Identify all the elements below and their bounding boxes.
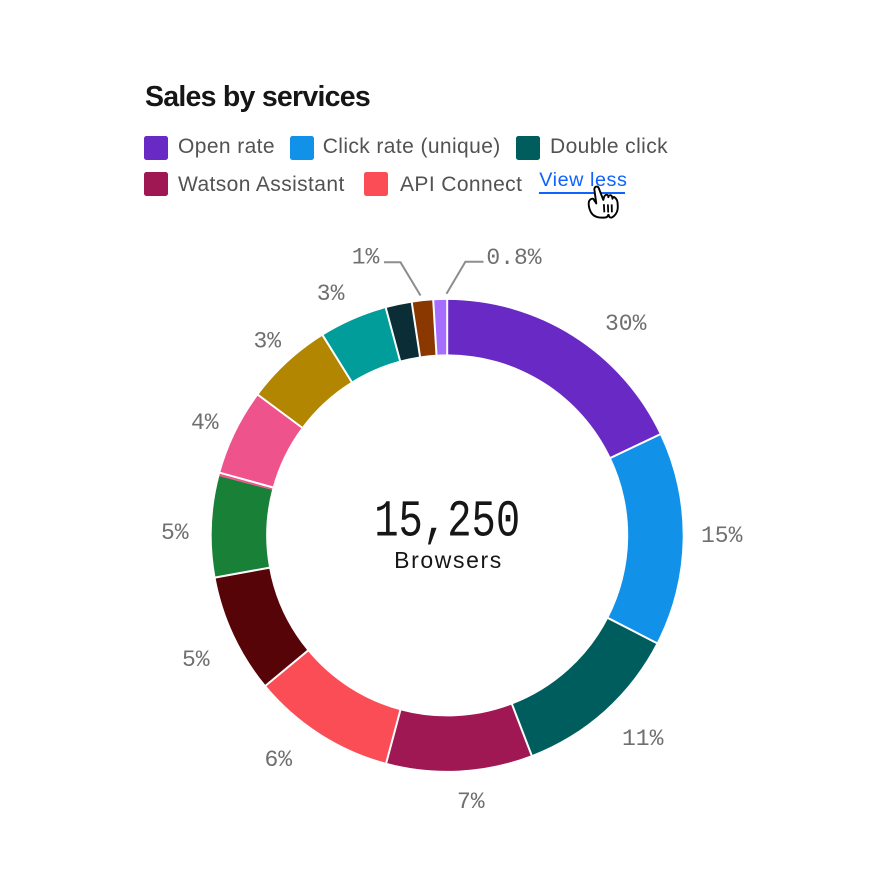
svg-text:4%: 4% — [191, 410, 219, 436]
svg-text:7%: 7% — [457, 789, 485, 815]
svg-text:5%: 5% — [182, 647, 210, 673]
svg-text:5%: 5% — [161, 520, 189, 546]
svg-text:15%: 15% — [701, 523, 743, 549]
svg-text:3%: 3% — [317, 281, 345, 307]
svg-text:11%: 11% — [622, 726, 664, 752]
svg-text:3%: 3% — [254, 329, 282, 355]
svg-text:15,250: 15,250 — [374, 493, 520, 552]
svg-text:30%: 30% — [605, 311, 647, 337]
svg-text:1%: 1% — [352, 244, 380, 270]
svg-text:Browsers: Browsers — [394, 547, 503, 573]
svg-text:6%: 6% — [265, 747, 293, 773]
svg-text:0.8%: 0.8% — [486, 245, 541, 271]
